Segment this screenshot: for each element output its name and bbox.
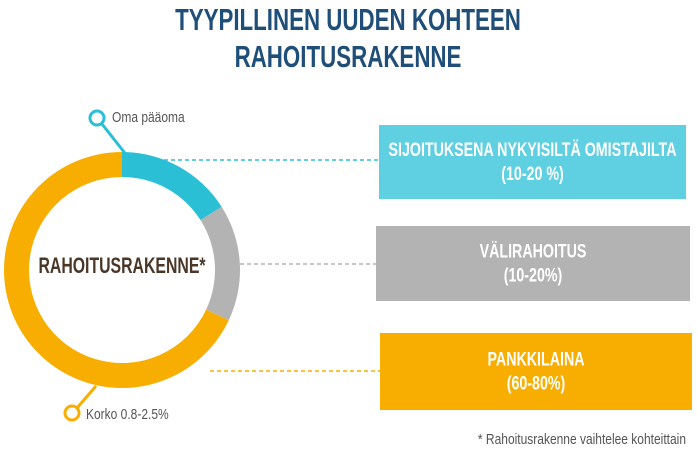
chart-title: TYYPILLINEN UUDEN KOHTEEN xyxy=(175,3,521,37)
callout-line xyxy=(75,385,98,409)
category-range: (10-20%) xyxy=(504,265,563,286)
category-label: PANKKILAINA xyxy=(487,349,584,370)
center-label: RAHOITUSRAKENNE* xyxy=(38,254,206,278)
category-range-group: (10-20%) xyxy=(504,265,563,286)
annotation: Korko 0.8-2.5% xyxy=(86,406,169,423)
category-range-group: (10-20 %) xyxy=(501,163,564,184)
category-label-group: SIJOITUKSENA NYKYISILTÄ OMISTAJILTA xyxy=(389,139,677,160)
category-box xyxy=(380,333,692,410)
category-range-group: (60-80%) xyxy=(507,373,566,394)
annotation: Oma pääoma xyxy=(112,109,185,126)
category-label: VÄLIRAHOITUS xyxy=(480,241,587,262)
donut-segment xyxy=(200,206,240,321)
annotation-group: Korko 0.8-2.5% xyxy=(86,406,169,423)
chart-title-group: RAHOITUSRAKENNE xyxy=(235,40,462,74)
callout-dot xyxy=(63,404,81,422)
category-label-group: PANKKILAINA xyxy=(487,349,584,370)
donut-segment xyxy=(122,152,222,221)
footnote: * Rahoitusrakenne vaihtelee kohteittain xyxy=(478,431,686,448)
callout-dot xyxy=(88,109,106,127)
category-box xyxy=(376,226,690,301)
category-label: SIJOITUKSENA NYKYISILTÄ OMISTAJILTA xyxy=(389,139,677,160)
annotation-markers xyxy=(63,109,130,422)
category-label-group: VÄLIRAHOITUS xyxy=(480,241,587,262)
chart-title: RAHOITUSRAKENNE xyxy=(235,40,462,74)
category-range: (60-80%) xyxy=(507,373,566,394)
annotation-group: Oma pääoma xyxy=(112,109,185,126)
footnote-group: * Rahoitusrakenne vaihtelee kohteittain xyxy=(478,431,686,448)
center-label-group: RAHOITUSRAKENNE* xyxy=(38,254,206,278)
chart-title-group: TYYPILLINEN UUDEN KOHTEEN xyxy=(175,3,521,37)
category-range: (10-20 %) xyxy=(501,163,564,184)
category-box xyxy=(379,125,686,199)
callout-line xyxy=(100,123,130,158)
